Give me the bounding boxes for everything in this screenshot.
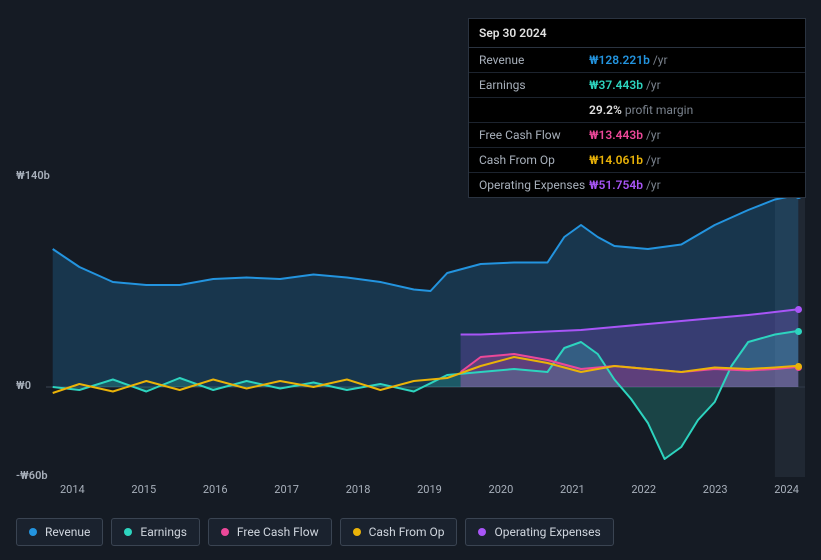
x-axis-label: 2016 <box>203 483 228 496</box>
tooltip-suffix: /yr <box>646 153 661 167</box>
tooltip-date: Sep 30 2024 <box>469 19 805 48</box>
legend-item-operating_expenses[interactable]: Operating Expenses <box>465 518 613 546</box>
tooltip-subrow: 29.2% profit margin <box>469 98 805 123</box>
tooltip-suffix: /yr <box>646 78 661 92</box>
financials-chart[interactable]: ₩140b ₩0 -₩60b 2014 2015 2016 2017 2018 2019 202… <box>16 155 805 500</box>
x-axis-label: 2015 <box>131 483 156 496</box>
legend-dot-icon <box>353 528 361 536</box>
tooltip-row-cash-from-op: Cash From Op₩14.061b/yr <box>469 148 805 173</box>
tooltip-label: Earnings <box>479 78 589 92</box>
legend-item-cash_from_op[interactable]: Cash From Op <box>340 518 458 546</box>
x-axis-label: 2024 <box>774 483 799 496</box>
chart-legend: Revenue Earnings Free Cash Flow Cash From O… <box>16 518 614 546</box>
x-axis-label: 2014 <box>60 483 85 496</box>
y-axis-label: ₩0 <box>16 379 31 392</box>
tooltip-row-earnings: Earnings₩37.443b/yr <box>469 73 805 98</box>
chart-plot-area <box>46 177 805 477</box>
y-axis-label: -₩60b <box>16 469 48 482</box>
legend-dot-icon <box>221 528 229 536</box>
tooltip-label: Revenue <box>479 53 589 67</box>
tooltip-label: Operating Expenses <box>479 178 589 192</box>
tooltip-suffix: /yr <box>646 128 661 142</box>
legend-item-free_cash_flow[interactable]: Free Cash Flow <box>208 518 332 546</box>
tooltip-value: ₩13.443b <box>589 128 643 142</box>
x-axis-label: 2017 <box>274 483 299 496</box>
tooltip-value: ₩14.061b <box>589 153 643 167</box>
legend-dot-icon <box>29 528 37 536</box>
legend-item-revenue[interactable]: Revenue <box>16 518 103 546</box>
x-axis-label: 2018 <box>346 483 371 496</box>
legend-label: Revenue <box>45 525 90 539</box>
legend-label: Earnings <box>140 525 187 539</box>
tooltip-value: ₩128.221b <box>589 53 650 67</box>
legend-item-earnings[interactable]: Earnings <box>111 518 200 546</box>
x-axis-label: 2020 <box>489 483 514 496</box>
tooltip-suffix: /yr <box>653 53 668 67</box>
x-axis-label: 2023 <box>703 483 728 496</box>
y-axis-label: ₩140b <box>16 169 50 182</box>
data-tooltip: Sep 30 2024 Revenue₩128.221b/yrEarnings₩… <box>468 18 806 198</box>
x-axis-label: 2019 <box>417 483 442 496</box>
x-axis-labels: 2014 2015 2016 2017 2018 2019 2020 2021 2022 2023… <box>46 483 805 496</box>
tooltip-suffix: /yr <box>646 178 661 192</box>
tooltip-value: ₩51.754b <box>589 178 643 192</box>
tooltip-row-revenue: Revenue₩128.221b/yr <box>469 48 805 73</box>
x-axis-label: 2022 <box>631 483 656 496</box>
tooltip-value: ₩37.443b <box>589 78 643 92</box>
legend-label: Free Cash Flow <box>237 525 319 539</box>
tooltip-row-free-cash-flow: Free Cash Flow₩13.443b/yr <box>469 123 805 148</box>
legend-label: Cash From Op <box>369 525 445 539</box>
legend-dot-icon <box>124 528 132 536</box>
legend-label: Operating Expenses <box>494 525 600 539</box>
legend-dot-icon <box>478 528 486 536</box>
tooltip-label: Free Cash Flow <box>479 128 589 142</box>
tooltip-label: Cash From Op <box>479 153 589 167</box>
tooltip-row-operating-expenses: Operating Expenses₩51.754b/yr <box>469 173 805 197</box>
x-axis-label: 2021 <box>560 483 585 496</box>
